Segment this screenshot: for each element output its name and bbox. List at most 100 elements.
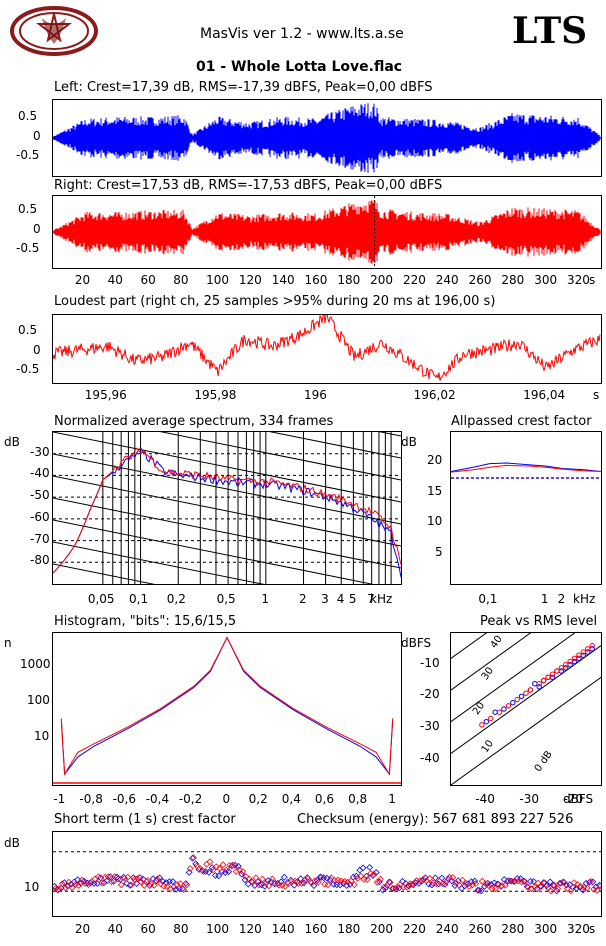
scatter-point [558, 665, 565, 671]
scatter-point [563, 662, 569, 668]
histogram-title: Histogram, "bits": 15,6/15,5 [54, 614, 237, 629]
shortcrest-y-tick: 10 [24, 880, 40, 894]
crest-point [259, 875, 266, 883]
crest-point [186, 865, 194, 872]
x-tick-label: 260 [468, 922, 492, 936]
crest-point [144, 877, 151, 884]
crest-point [359, 864, 367, 872]
crest-point [81, 880, 89, 887]
crest-point [537, 883, 545, 890]
crest-point [215, 872, 223, 880]
crest-point [544, 884, 552, 892]
left-channel-title: Left: Crest=17,39 dB, RMS=-17,39 dBFS, P… [54, 80, 433, 95]
crest-point [137, 878, 145, 886]
crest-point [449, 874, 457, 881]
crest-point [364, 876, 371, 883]
allpass-x-unit: kHz [573, 592, 596, 606]
histogram-right-line [60, 636, 394, 776]
crest-point [232, 868, 240, 875]
crest-point [541, 879, 548, 887]
crest-point [206, 858, 214, 866]
crest-point [528, 885, 535, 892]
crest-point [370, 870, 378, 878]
scatter-point [585, 646, 591, 652]
y-tick-label: 100 [27, 692, 50, 707]
crest-point [344, 878, 352, 886]
crest-point [120, 873, 127, 881]
crest-point [70, 878, 78, 886]
x-tick-label: 100 [206, 273, 229, 287]
x-tick-label: 80 [173, 273, 189, 287]
crest-point [114, 875, 122, 883]
crest-point [108, 878, 115, 886]
right-y-tick: 0.5 [18, 202, 38, 216]
x-tick-label: 2 [299, 592, 307, 606]
spectrum-title: Normalized average spectrum, 334 frames [54, 414, 334, 429]
crest-point [75, 882, 82, 889]
x-tick-label: 40 [107, 922, 123, 936]
crest-point [459, 876, 466, 884]
scatter-point [496, 709, 503, 715]
right-y-tick: -0.5 [16, 241, 40, 255]
x-tick-label: 0,05 [87, 592, 115, 606]
slope-line [53, 453, 401, 525]
crest-point [280, 873, 288, 881]
left-y-tick: -0.5 [16, 148, 40, 162]
crest-diagonal-line [451, 633, 488, 659]
spectrum-panel [52, 431, 402, 585]
crest-point [469, 881, 476, 889]
crest-point [219, 861, 227, 869]
right-channel-title: Right: Crest=17,53 dB, RMS=-17,53 dBFS, … [54, 178, 443, 193]
crest-point [426, 875, 434, 882]
crest-point [190, 854, 197, 861]
scatter-point [545, 674, 551, 680]
x-tick-label: 0,1 [129, 592, 149, 606]
crest-point [261, 882, 269, 890]
crest-point [199, 867, 207, 875]
scatter-point [501, 706, 507, 712]
crest-point [71, 881, 79, 888]
crest-point [304, 875, 312, 883]
crest-point [547, 887, 555, 895]
loudest-x-unit: s [593, 388, 600, 402]
diagonal-label: 40 [489, 634, 505, 651]
crest-point [373, 878, 381, 886]
x-tick-label: -40 [475, 792, 495, 806]
checksum-text: Checksum (energy): 567 681 893 227 526 [297, 812, 574, 827]
y-tick-label: 20 [427, 453, 443, 468]
crest-point [366, 864, 374, 871]
crest-point [176, 880, 184, 887]
x-tick-label: -0,8 [79, 792, 103, 806]
peakrms-panel: 40 30 20 10 0 dB [450, 632, 602, 786]
crest-point [127, 881, 135, 889]
peakrms-title: Peak vs RMS level [480, 614, 598, 629]
crest-point [301, 876, 309, 884]
allpass-y-unit: dB [401, 435, 417, 449]
x-tick-label: 0,2 [166, 592, 186, 606]
track-title: 01 - Whole Lotta Love.flac [196, 59, 403, 75]
crest-point [347, 877, 355, 885]
app-title: MasVis ver 1.2 - www.lts.a.se [200, 26, 404, 42]
shortcrest-x-unit: s [589, 922, 596, 936]
crest-point [357, 872, 365, 880]
crest-point [124, 873, 132, 881]
slope-line [53, 497, 401, 569]
diagonal-label: 20 [471, 700, 487, 717]
crest-point [551, 881, 558, 889]
x-tick-label: 0,5 [216, 592, 236, 606]
x-tick-label: 4 [336, 592, 345, 606]
x-tick-label: 40 [107, 273, 123, 287]
crest-point [419, 875, 427, 883]
crest-point [422, 874, 429, 882]
spectrum-y-unit: dB [4, 435, 20, 449]
scatter-point [483, 719, 489, 725]
crest-point [241, 876, 249, 884]
crest-point [550, 882, 557, 889]
spectrum-x-unit: kHz [370, 592, 393, 606]
x-tick-label: 160 [304, 922, 328, 936]
x-tick-label: 1 [261, 592, 269, 606]
scatter-point [523, 690, 529, 696]
x-tick-label: 280 [501, 922, 525, 936]
scatter-point [527, 687, 534, 693]
crest-point [310, 882, 318, 889]
